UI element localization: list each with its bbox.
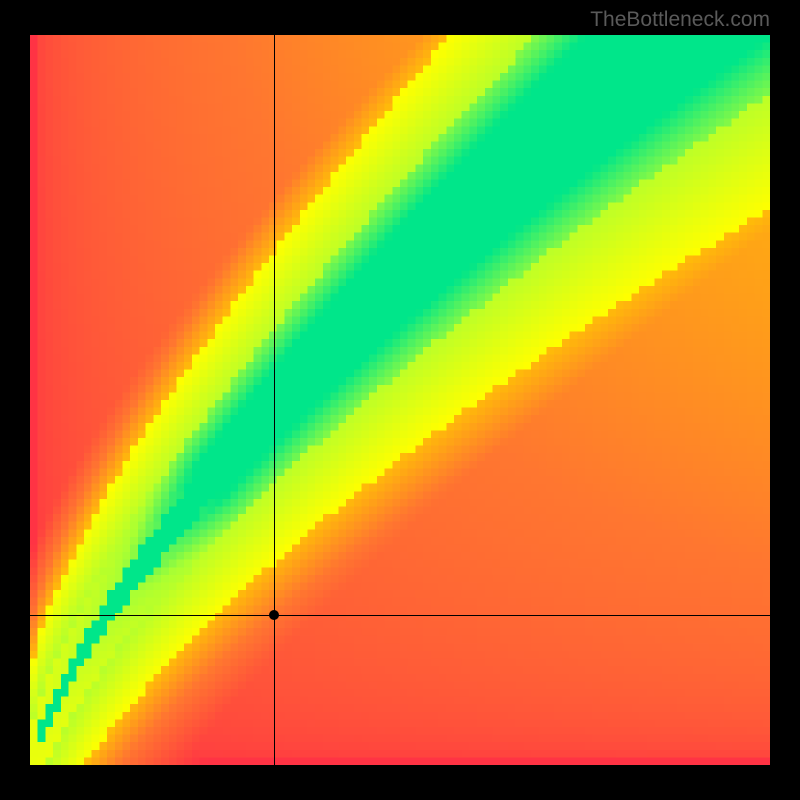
crosshair-marker-dot bbox=[269, 610, 279, 620]
crosshair-vertical-line bbox=[274, 35, 275, 765]
heatmap-canvas bbox=[30, 35, 770, 765]
crosshair-horizontal-line bbox=[30, 615, 770, 616]
heatmap-plot-area bbox=[30, 35, 770, 765]
watermark-text: TheBottleneck.com bbox=[590, 8, 770, 32]
